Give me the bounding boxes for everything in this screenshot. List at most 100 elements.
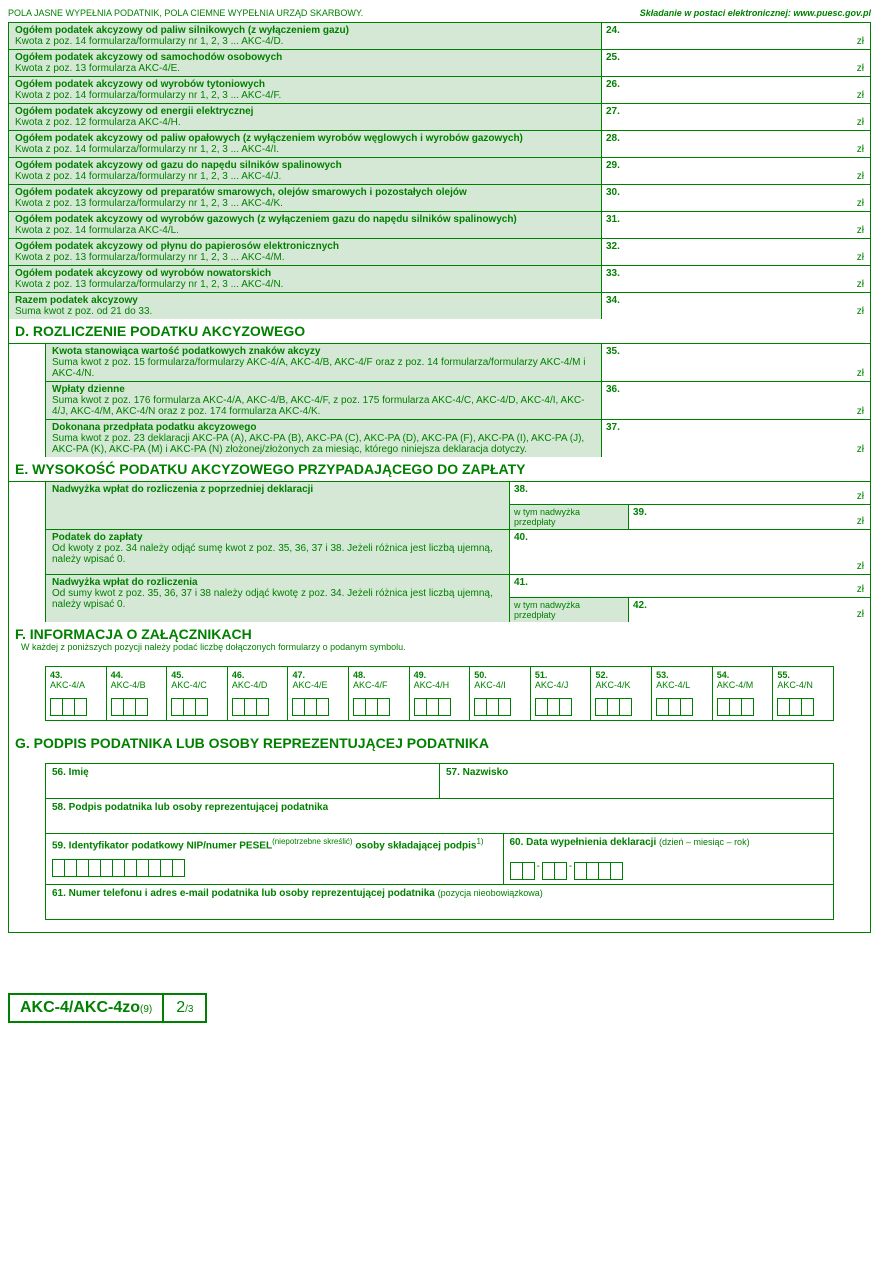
section-e-header: E. WYSOKOŚĆ PODATKU AKCYZOWEGO PRZYPADAJ… xyxy=(9,457,870,482)
amount-field[interactable]: 37.zł xyxy=(602,420,870,457)
tax-row: Dokonana przedpłata podatku akcyzowegoSu… xyxy=(46,420,870,457)
attachment-cell[interactable]: 50.AKC-4/I xyxy=(470,667,531,720)
attachment-cell[interactable]: 47.AKC-4/E xyxy=(288,667,349,720)
attachment-cell[interactable]: 46.AKC-4/D xyxy=(228,667,289,720)
page-number: 2/3 xyxy=(164,995,205,1021)
tax-row: Ogółem podatek akcyzowy od preparatów sm… xyxy=(9,185,870,212)
amount-field[interactable]: 41.zł xyxy=(510,575,870,597)
attachment-cell[interactable]: 45.AKC-4/C xyxy=(167,667,228,720)
sub-label: w tym nadwyżka przedpłaty xyxy=(510,598,629,622)
amount-field[interactable]: 24.zł xyxy=(602,23,870,49)
section-d-body: Kwota stanowiąca wartość podatkowych zna… xyxy=(9,344,870,457)
date-boxes[interactable]: - - xyxy=(510,854,828,878)
count-boxes[interactable] xyxy=(656,698,708,714)
row-desc: Kwota stanowiąca wartość podatkowych zna… xyxy=(46,344,602,381)
field-56[interactable]: 56. Imię xyxy=(46,764,440,798)
amount-field[interactable]: 38.zł xyxy=(510,482,870,504)
count-boxes[interactable] xyxy=(535,698,587,714)
attachment-cell[interactable]: 48.AKC-4/F xyxy=(349,667,410,720)
attachment-cell[interactable]: 52.AKC-4/K xyxy=(591,667,652,720)
row-desc: Ogółem podatek akcyzowy od wyrobów gazow… xyxy=(9,212,602,238)
count-boxes[interactable] xyxy=(292,698,344,714)
count-boxes[interactable] xyxy=(777,698,829,714)
count-boxes[interactable] xyxy=(717,698,769,714)
amount-field[interactable]: 35.zł xyxy=(602,344,870,381)
count-boxes[interactable] xyxy=(353,698,405,714)
tax-row: Podatek do zapłatyOd kwoty z poz. 34 nal… xyxy=(46,530,870,575)
field-60[interactable]: 60. Data wypełnienia deklaracji (dzień –… xyxy=(504,834,834,884)
section-f-title: F. INFORMACJA O ZAŁĄCZNIKACH xyxy=(15,626,252,642)
count-boxes[interactable] xyxy=(50,698,102,714)
attachment-cell[interactable]: 55.AKC-4/N xyxy=(773,667,833,720)
id-boxes[interactable] xyxy=(52,859,497,875)
tax-row: Ogółem podatek akcyzowy od wyrobów tyton… xyxy=(9,77,870,104)
count-boxes[interactable] xyxy=(474,698,526,714)
row-desc: Ogółem podatek akcyzowy od samochodów os… xyxy=(9,50,602,76)
row-desc: Ogółem podatek akcyzowy od energii elekt… xyxy=(9,104,602,130)
row-desc: Podatek do zapłatyOd kwoty z poz. 34 nal… xyxy=(46,530,510,574)
field-58[interactable]: 58. Podpis podatnika lub osoby reprezent… xyxy=(46,799,833,833)
tax-row: Ogółem podatek akcyzowy od energii elekt… xyxy=(9,104,870,131)
tax-row: Ogółem podatek akcyzowy od paliw silniko… xyxy=(9,23,870,50)
attachment-cell[interactable]: 43.AKC-4/A xyxy=(46,667,107,720)
attachment-cell[interactable]: 54.AKC-4/M xyxy=(713,667,774,720)
count-boxes[interactable] xyxy=(232,698,284,714)
amount-field[interactable]: 31.zł xyxy=(602,212,870,238)
header-left: POLA JASNE WYPEŁNIA PODATNIK, POLA CIEMN… xyxy=(8,8,363,18)
section-e-body: Nadwyżka wpłat do rozliczenia z poprzedn… xyxy=(9,482,870,622)
amount-field[interactable]: 28.zł xyxy=(602,131,870,157)
amount-field[interactable]: 26.zł xyxy=(602,77,870,103)
tax-row: Ogółem podatek akcyzowy od gazu do napęd… xyxy=(9,158,870,185)
section-f-header: F. INFORMACJA O ZAŁĄCZNIKACH W każdej z … xyxy=(9,622,870,660)
amount-field[interactable]: 32.zł xyxy=(602,239,870,265)
amount-field[interactable]: 33.zł xyxy=(602,266,870,292)
count-boxes[interactable] xyxy=(111,698,163,714)
attachment-cell[interactable]: 51.AKC-4/J xyxy=(531,667,592,720)
header-right: Składanie w postaci elektronicznej: www.… xyxy=(640,8,871,18)
tax-row: Razem podatek akcyzowySuma kwot z poz. o… xyxy=(9,293,870,319)
row-desc: Ogółem podatek akcyzowy od gazu do napęd… xyxy=(9,158,602,184)
section-g-body: 56. Imię 57. Nazwisko 58. Podpis podatni… xyxy=(45,763,834,920)
amount-field[interactable]: 36.zł xyxy=(602,382,870,419)
section-g-header: G. PODPIS PODATNIKA LUB OSOBY REPREZENTU… xyxy=(9,731,870,755)
row-desc: Ogółem podatek akcyzowy od paliw silniko… xyxy=(9,23,602,49)
sub-label: w tym nadwyżka przedpłaty xyxy=(510,505,629,529)
field-59[interactable]: 59. Identyfikator podatkowy NIP/numer PE… xyxy=(46,834,504,884)
field-61[interactable]: 61. Numer telefonu i adres e-mail podatn… xyxy=(46,885,833,919)
count-boxes[interactable] xyxy=(171,698,223,714)
section-d-header: D. ROZLICZENIE PODATKU AKCYZOWEGO xyxy=(9,319,870,344)
count-boxes[interactable] xyxy=(595,698,647,714)
row-desc: Ogółem podatek akcyzowy od wyrobów nowat… xyxy=(9,266,602,292)
tax-row: Wpłaty dzienneSuma kwot z poz. 176 formu… xyxy=(46,382,870,420)
attachment-cell[interactable]: 49.AKC-4/H xyxy=(410,667,471,720)
tax-row: Ogółem podatek akcyzowy od paliw opałowy… xyxy=(9,131,870,158)
attachment-cell[interactable]: 44.AKC-4/B xyxy=(107,667,168,720)
amount-field[interactable]: 42.zł xyxy=(629,598,870,622)
tax-row: Ogółem podatek akcyzowy od płynu do papi… xyxy=(9,239,870,266)
attachment-grid: 43.AKC-4/A44.AKC-4/B45.AKC-4/C46.AKC-4/D… xyxy=(45,666,834,721)
row-desc: Ogółem podatek akcyzowy od preparatów sm… xyxy=(9,185,602,211)
amount-field[interactable]: 34.zł xyxy=(602,293,870,319)
indent-spacer xyxy=(9,344,46,457)
row-desc: Nadwyżka wpłat do rozliczenia z poprzedn… xyxy=(46,482,510,529)
amount-field[interactable]: 39.zł xyxy=(629,505,870,529)
tax-row: Nadwyżka wpłat do rozliczenia z poprzedn… xyxy=(46,482,870,530)
row-desc: Razem podatek akcyzowySuma kwot z poz. o… xyxy=(9,293,602,319)
section-f-instr: W każdej z poniższych pozycji należy pod… xyxy=(15,642,864,656)
form-body: Ogółem podatek akcyzowy od paliw silniko… xyxy=(8,22,871,933)
tax-row: Ogółem podatek akcyzowy od wyrobów nowat… xyxy=(9,266,870,293)
attachment-cell[interactable]: 53.AKC-4/L xyxy=(652,667,713,720)
field-57[interactable]: 57. Nazwisko xyxy=(440,764,833,798)
row-desc: Ogółem podatek akcyzowy od wyrobów tyton… xyxy=(9,77,602,103)
amount-field[interactable]: 29.zł xyxy=(602,158,870,184)
amount-field[interactable]: 27.zł xyxy=(602,104,870,130)
tax-row: Nadwyżka wpłat do rozliczeniaOd sumy kwo… xyxy=(46,575,870,622)
form-footer: AKC-4/AKC-4zo(9) 2/3 xyxy=(8,993,871,1023)
tax-row: Ogółem podatek akcyzowy od wyrobów gazow… xyxy=(9,212,870,239)
row-desc: Ogółem podatek akcyzowy od paliw opałowy… xyxy=(9,131,602,157)
amount-field[interactable]: 40.zł xyxy=(510,530,870,574)
count-boxes[interactable] xyxy=(414,698,466,714)
row-desc: Dokonana przedpłata podatku akcyzowegoSu… xyxy=(46,420,602,457)
amount-field[interactable]: 30.zł xyxy=(602,185,870,211)
amount-field[interactable]: 25.zł xyxy=(602,50,870,76)
